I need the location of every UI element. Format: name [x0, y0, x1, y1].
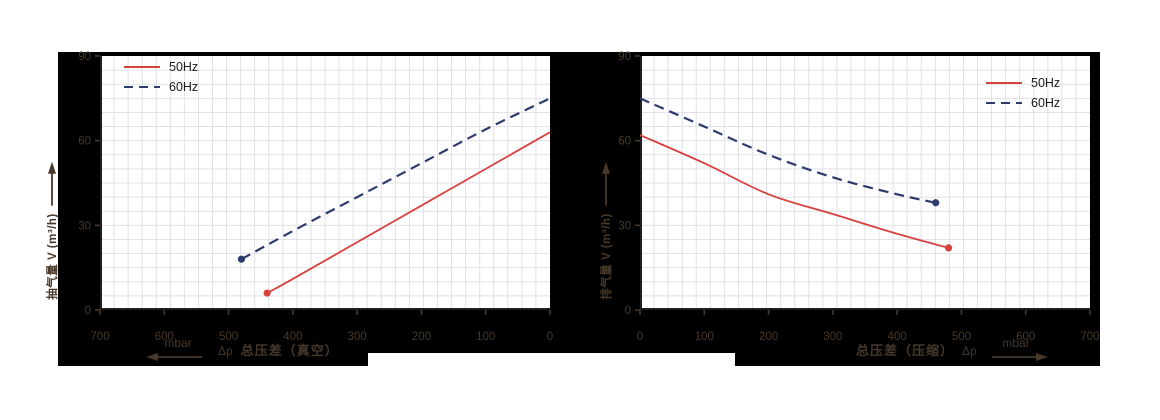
x-tick-label: 600 [155, 331, 174, 343]
legend-item-50hz: 50Hz [986, 77, 1060, 90]
x-tick-label: 0 [547, 331, 553, 343]
x-tick-label: 500 [952, 331, 971, 343]
y-axis-label-text: 抽气量 V (m³/h) [47, 213, 59, 300]
y-tick-label: 0 [625, 305, 631, 317]
series-endpoint-dot [263, 289, 271, 297]
x-axis-title-vacuum: Δp 总压差（真空） [218, 340, 339, 359]
dashed-line-icon [986, 101, 1022, 104]
x-tick-label: 500 [219, 331, 238, 343]
legend-item-50hz: 50Hz [124, 61, 198, 74]
y-tick-label: 60 [78, 136, 91, 148]
x-tick-label: 300 [348, 331, 367, 343]
series-endpoint-dot [944, 244, 953, 252]
x-tick-label: 400 [283, 331, 302, 343]
delta-p-label: Δp [218, 344, 233, 358]
panel-bottom-cutout [368, 353, 735, 366]
x-tick-label: 300 [823, 331, 842, 343]
x-tick-label: 100 [476, 331, 495, 343]
y-tick-label: 90 [618, 51, 631, 63]
x-axis-title-pressure: 总压差（压缩） Δp [856, 340, 977, 359]
x-tick-label: 600 [1016, 331, 1035, 343]
legend-label: 60Hz [169, 79, 199, 94]
arrow-left-icon [146, 353, 202, 361]
x-tick-label: 700 [90, 331, 109, 343]
arrow-up-icon [602, 162, 610, 207]
arrow-right-icon [992, 353, 1048, 361]
solid-line-icon [124, 66, 160, 69]
x-tick-label: 700 [1080, 331, 1099, 343]
delta-p-label: Δp [962, 344, 977, 358]
series-line-60Hz [639, 97, 936, 204]
x-axis-title-text: 总压差（压缩） [856, 343, 955, 358]
legend-vacuum: 50Hz 60Hz [124, 61, 198, 93]
legend-item-60hz: 60Hz [986, 95, 1061, 110]
legend-label: 50Hz [1031, 76, 1061, 90]
solid-line-icon [986, 82, 1022, 85]
y-tick-label: 0 [85, 305, 91, 317]
series-endpoint-dot [932, 199, 940, 207]
y-tick-label: 90 [78, 51, 91, 63]
series-line-50Hz [266, 131, 551, 294]
y-tick-label: 30 [618, 220, 631, 232]
y-tick-label: 60 [618, 136, 631, 148]
series-line-50Hz [639, 134, 949, 249]
x-tick-label: 200 [759, 331, 778, 343]
x-tick-label: 200 [412, 331, 431, 343]
dashed-line-icon [124, 85, 160, 88]
x-unit-label: mbar [1002, 336, 1030, 350]
x-tick-label: 400 [888, 331, 907, 343]
y-axis-label-text: 排气量 V (m³/h) [601, 213, 613, 300]
legend-item-60hz: 60Hz [124, 79, 199, 94]
x-unit-label: mbar [164, 336, 192, 350]
x-axis-title-text: 总压差（真空） [240, 343, 339, 358]
series-endpoint-dot [237, 255, 246, 263]
arrow-up-icon [48, 162, 56, 207]
legend-label: 60Hz [1031, 95, 1061, 110]
x-tick-label: 100 [695, 331, 714, 343]
legend-label: 50Hz [169, 60, 199, 74]
x-tick-label: 0 [637, 331, 643, 343]
legend-pressure: 50Hz 60Hz [986, 77, 1060, 109]
y-tick-label: 30 [78, 220, 91, 232]
